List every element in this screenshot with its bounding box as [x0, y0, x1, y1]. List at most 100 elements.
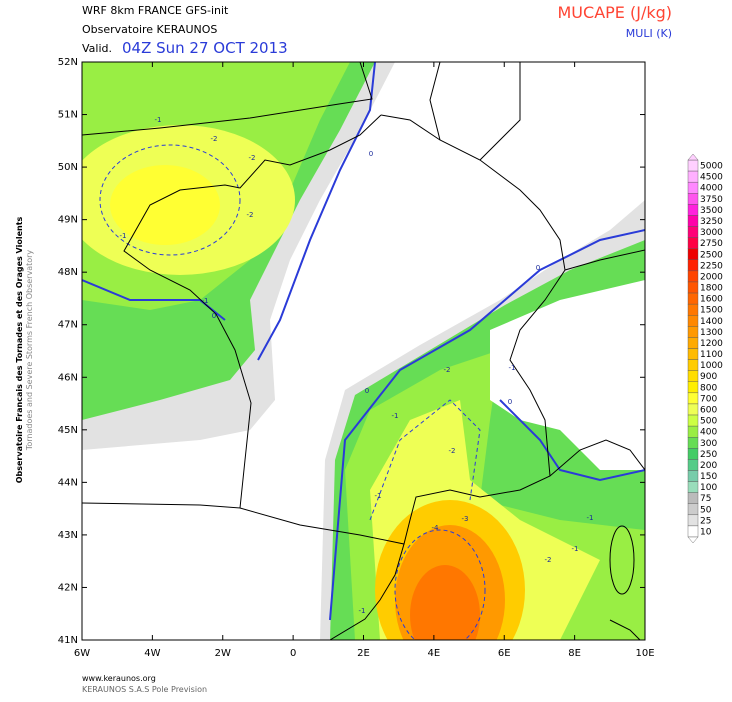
colorbar-label: 3250 — [700, 217, 723, 227]
colorbar-swatch — [687, 514, 699, 527]
contour-label: -2 — [444, 366, 451, 374]
colorbar-label: 800 — [700, 383, 717, 393]
lat-label: 47N — [58, 320, 78, 331]
field-yellow2 — [110, 165, 220, 245]
overlay-title: MULI (K) — [626, 27, 672, 40]
contour-label: -2 — [247, 211, 254, 219]
lat-label: 42N — [58, 582, 78, 593]
colorbar-swatch — [687, 303, 699, 316]
alps-clear — [490, 280, 645, 470]
colorbar-label: 2250 — [700, 261, 723, 271]
colorbar-label: 900 — [700, 372, 717, 382]
colorbar-swatch — [687, 470, 699, 482]
colorbar-label: 25 — [700, 516, 711, 526]
colorbar-label: 2500 — [700, 250, 723, 260]
colorbar-label: 1000 — [700, 361, 723, 371]
colorbar-swatch — [687, 215, 699, 227]
contour-label: -2 — [249, 154, 256, 162]
lat-label: 49N — [58, 215, 78, 226]
colorbar-swatch — [687, 448, 699, 460]
contour-label: -2 — [449, 447, 456, 455]
contour-label: -1 — [120, 232, 127, 240]
colorbar-label: 5000 — [700, 162, 723, 172]
colorbar-label: 500 — [700, 417, 717, 427]
colorbar-swatch — [687, 503, 699, 516]
colorbar-label: 400 — [700, 428, 717, 438]
contour-label: -1 — [359, 607, 366, 615]
contour-label: -1 — [587, 514, 594, 522]
coastline-corsica — [609, 525, 635, 595]
lon-label: 4E — [428, 648, 441, 659]
colorbar-swatch — [687, 459, 699, 471]
contour-label: -1 — [155, 116, 162, 124]
contour-dashed — [99, 144, 241, 256]
contour-label: -1 — [392, 412, 399, 420]
colorbar-swatch — [687, 193, 699, 205]
contour-label: 0 — [212, 312, 216, 320]
colorbar-label: 4500 — [700, 173, 723, 183]
coastline-spain — [329, 543, 405, 640]
side-french: Observatoire Francais des Tornades et de… — [15, 216, 24, 483]
colorbar-swatch — [687, 226, 699, 238]
contour-label: 0 — [508, 398, 512, 406]
colorbar-swatch — [687, 414, 699, 427]
contour-label: -2 — [545, 556, 552, 564]
contour-line — [499, 399, 645, 482]
model: WRF 8km FRANCE GFS-init — [82, 4, 229, 17]
coastline-france-atlantic — [82, 114, 382, 509]
colorbar-label: 250 — [700, 450, 717, 460]
footer-company: KERAUNOS S.A.S Pole Prevision — [82, 685, 207, 694]
lon-label: 2E — [357, 648, 370, 659]
field-orange-dark — [410, 565, 480, 640]
colorbar-swatch — [687, 525, 699, 538]
valid-time: 04Z Sun 27 OCT 2013 — [122, 39, 288, 57]
colorbar-swatch — [687, 348, 699, 360]
colorbar-swatch — [687, 370, 699, 382]
contour-line — [257, 62, 376, 361]
colorbar-swatch — [687, 381, 699, 394]
field-title: MUCAPE (J/kg) — [558, 3, 673, 22]
lon-label: 6E — [498, 648, 511, 659]
colorbar-label: 1800 — [700, 284, 723, 294]
colorbar-label: 75 — [700, 494, 711, 504]
organization: Observatoire KERAUNOS — [82, 23, 217, 36]
colorbar-swatch — [687, 481, 699, 493]
colorbar-label: 100 — [700, 483, 717, 493]
colorbar-label: 10 — [700, 527, 712, 537]
g: -1-2-2-2-1-100-2-10-2-1-1-4-3-2-1-1-100 — [82, 62, 645, 640]
colorbar-bottom — [687, 536, 699, 544]
colorbar-label: 1300 — [700, 328, 723, 338]
colorbar-swatch — [687, 181, 699, 194]
colorbar-top — [687, 153, 699, 161]
side-english: Tornadoes and Severe Storms French Obser… — [25, 250, 34, 452]
colorbar-label: 700 — [700, 394, 717, 404]
colorbar-swatch — [687, 270, 699, 283]
lat-label: 44N — [58, 477, 78, 488]
lat-label: 52N — [58, 57, 78, 68]
colorbar-swatch — [687, 170, 699, 183]
lat-label: 46N — [58, 372, 78, 383]
lat-label: 51N — [58, 110, 78, 121]
lon-label: 0 — [290, 648, 296, 659]
colorbar-swatch — [687, 492, 699, 504]
border-neighbours — [429, 62, 645, 271]
contour-label: -1 — [509, 364, 516, 372]
contour-labels: -1-2-2-2-1-100-2-10-2-1-1-4-3-2-1-1-100 — [120, 116, 594, 615]
contour-label: -2 — [211, 135, 218, 143]
contour-label: -3 — [462, 515, 469, 523]
colorbar-label: 1100 — [700, 350, 723, 360]
map-area: -1-2-2-2-1-100-2-10-2-1-1-4-3-2-1-1-100 … — [58, 57, 655, 659]
colorbar-swatch — [687, 204, 699, 216]
lon-label: 4W — [144, 648, 160, 659]
colorbar-swatch — [687, 259, 699, 272]
lat-label: 41N — [58, 635, 78, 646]
colorbar-label: 2750 — [700, 239, 723, 249]
colorbar-label: 1600 — [700, 295, 723, 305]
lon-label: 6W — [74, 648, 90, 659]
contour-line — [82, 279, 226, 321]
colorbar-swatch — [687, 326, 699, 338]
colorbar-swatch — [687, 359, 699, 371]
colorbar-label: 1500 — [700, 306, 723, 316]
lon-label: 2W — [215, 648, 231, 659]
